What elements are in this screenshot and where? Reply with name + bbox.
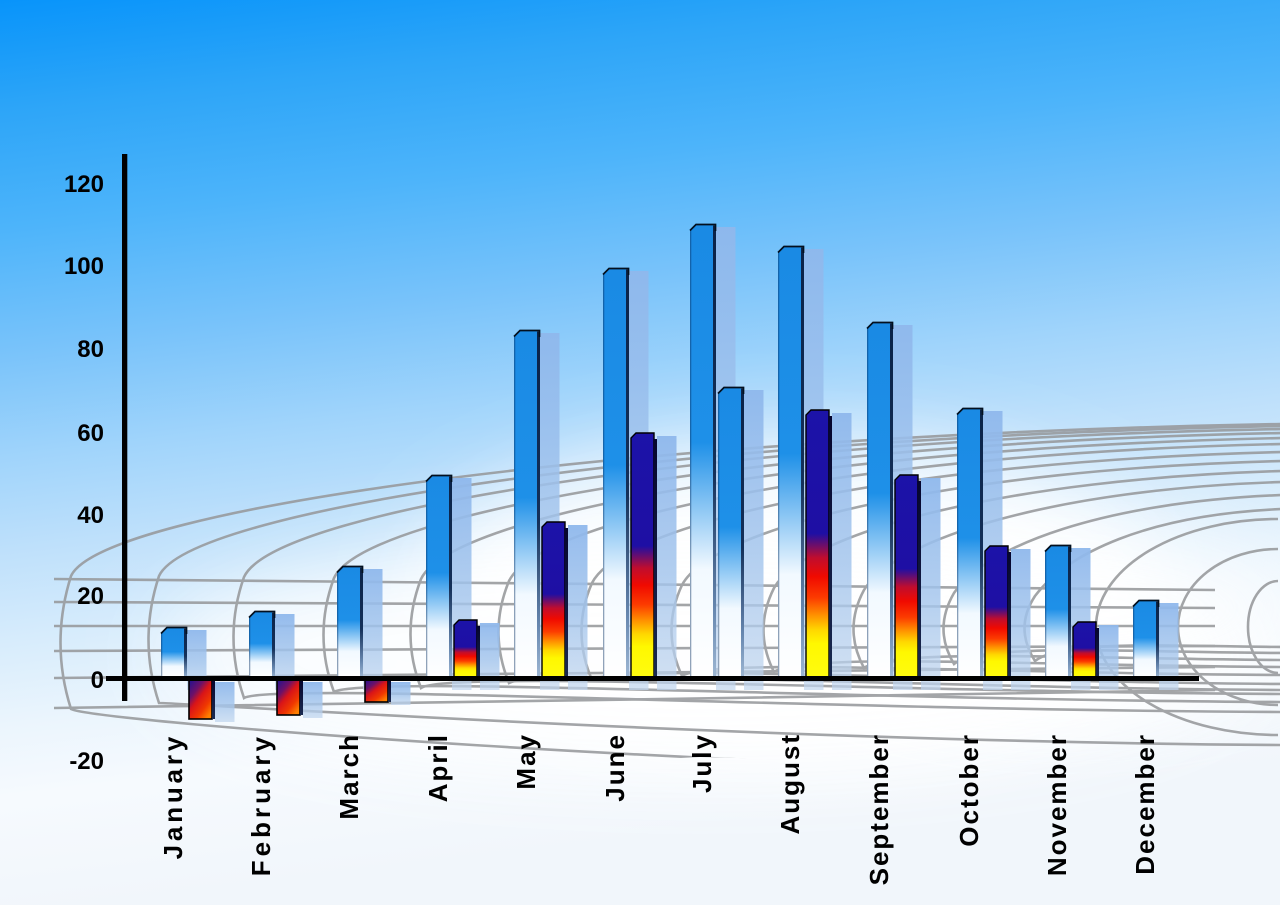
svg-text:August: August [775, 733, 805, 835]
svg-text:-20: -20 [69, 748, 104, 775]
svg-text:40: 40 [77, 502, 104, 529]
svg-text:0: 0 [91, 667, 104, 694]
svg-text:February: February [246, 733, 276, 876]
svg-text:April: April [423, 733, 453, 802]
svg-text:60: 60 [77, 420, 104, 447]
svg-text:September: September [864, 733, 894, 885]
svg-text:20: 20 [77, 583, 104, 610]
svg-text:July: July [687, 733, 717, 793]
svg-text:December: December [1130, 733, 1160, 875]
svg-text:January: January [158, 733, 188, 859]
svg-text:October: October [954, 733, 984, 847]
svg-text:November: November [1042, 733, 1072, 876]
svg-text:May: May [511, 733, 541, 790]
svg-text:100: 100 [64, 253, 104, 280]
svg-text:80: 80 [77, 336, 104, 363]
svg-text:June: June [600, 733, 630, 802]
svg-text:120: 120 [64, 171, 104, 198]
svg-text:March: March [334, 733, 364, 820]
